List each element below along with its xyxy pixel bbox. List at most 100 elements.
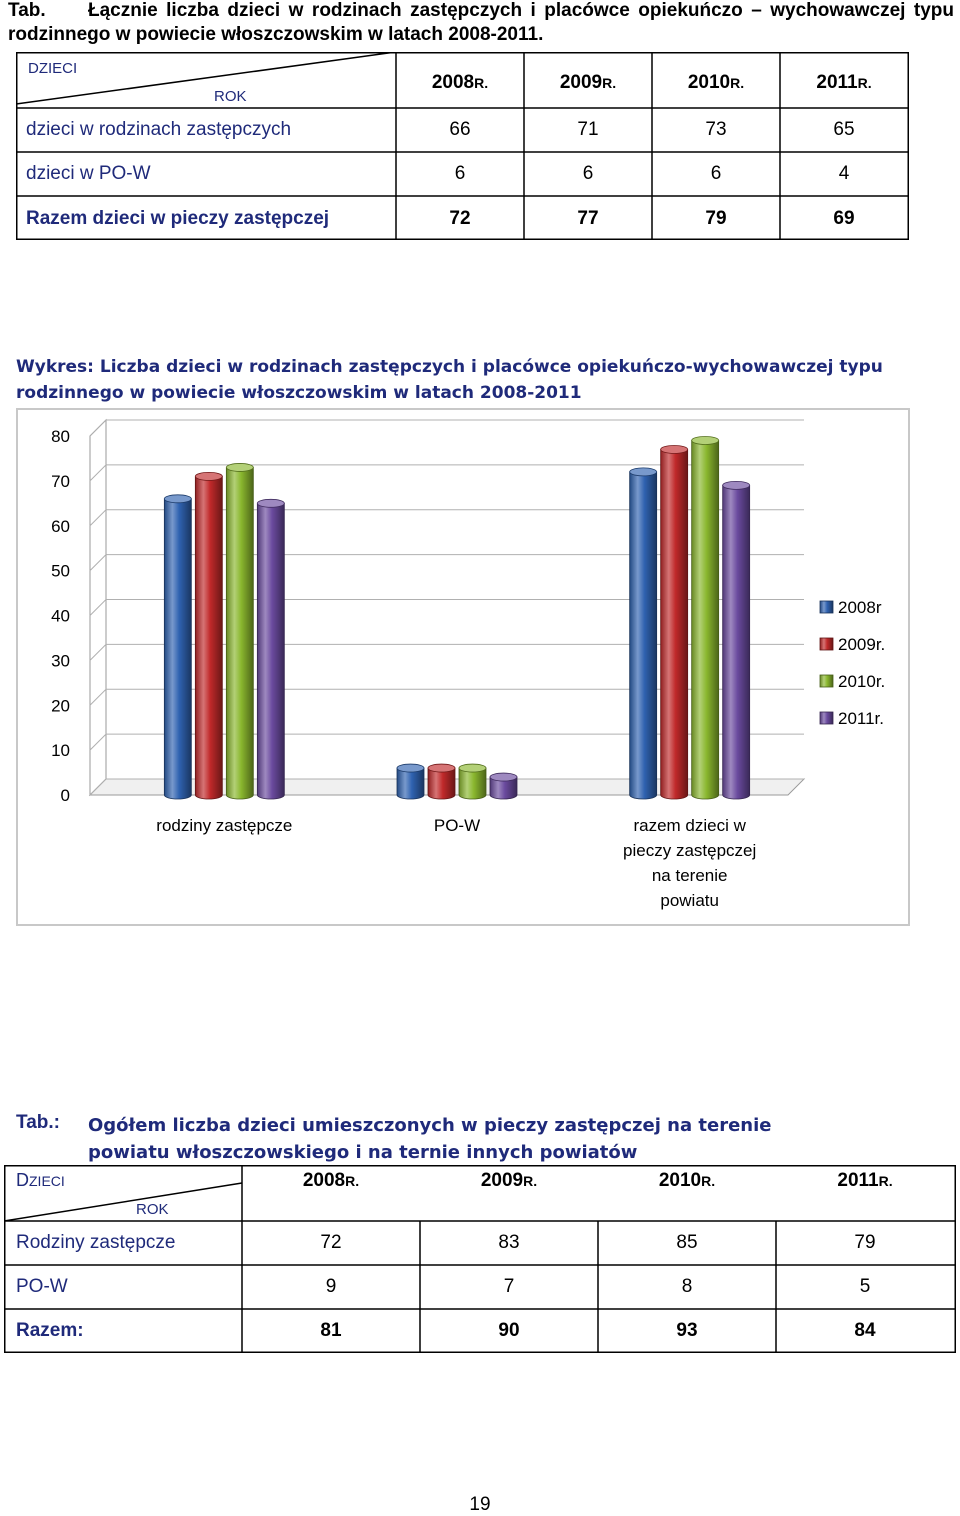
x-category-label: PO-W [434, 816, 480, 835]
table2-cell: 85 [676, 1232, 698, 1253]
table1-cell: 79 [705, 208, 727, 229]
bar-top [225, 463, 254, 472]
legend-entry: 2011r. [838, 709, 884, 728]
table2-cell: 90 [498, 1320, 520, 1341]
table1-year-2011: 2011R. [816, 72, 872, 93]
bar [691, 440, 720, 800]
y-tick-label: 60 [51, 517, 70, 536]
gridline [89, 778, 804, 796]
table1-header-rok: ROK [214, 88, 247, 105]
gridline [89, 733, 804, 751]
bar [163, 498, 192, 800]
table1-cell: 66 [449, 119, 471, 140]
table1-cell: 4 [838, 163, 850, 184]
table2-cell: 83 [498, 1232, 520, 1253]
table1-year-2009: 2009R. [559, 72, 617, 93]
table2-row-label: Razem: [16, 1320, 84, 1341]
bar [396, 767, 425, 800]
table2-year-2009: 2009R. [480, 1170, 538, 1191]
table2-cell: 7 [503, 1276, 515, 1297]
table1-cell: 69 [833, 208, 855, 229]
bar [194, 475, 223, 800]
y-tick-label: 40 [51, 607, 70, 626]
page-number: 19 [469, 1494, 491, 1515]
gridline [89, 599, 804, 616]
chart-container: 0 10 20 30 40 50 60 70 80 rodziny zastępcze PO-W ra… [16, 408, 910, 926]
table1-cell: 72 [449, 208, 471, 229]
bar [256, 502, 285, 800]
x-category-label: na terenie [652, 866, 728, 885]
bar-top [396, 763, 425, 773]
gridline [89, 688, 804, 706]
table2-row-label: Rodziny zastępcze [16, 1232, 176, 1253]
y-tick-label: 50 [51, 562, 70, 581]
bar [489, 776, 518, 800]
chart-title: Wykres: Liczba dzieci w rodzinach zastęp… [16, 357, 883, 403]
bar [660, 449, 689, 800]
table1-cell: 65 [833, 119, 855, 140]
table1-year-2010: 2010R. [687, 72, 745, 93]
table1-grid [16, 52, 909, 240]
y-tick-label: 10 [51, 741, 70, 760]
table2-cell: 84 [854, 1320, 876, 1341]
bar-top [722, 480, 751, 490]
table2-cell: 9 [325, 1276, 337, 1297]
table2-row-label: PO-W [16, 1276, 68, 1297]
legend-swatch [819, 711, 834, 725]
legend-entry: 2008r [838, 598, 882, 617]
table1-header-dzieci: DZIECI [28, 60, 78, 77]
table1-title-line2: rodzinnego w powiecie włoszczowskim w la… [8, 24, 544, 45]
table1-cell: 6 [454, 163, 466, 184]
table1-row-label: dzieci w PO-W [26, 163, 151, 184]
table2-cell: 93 [676, 1320, 698, 1341]
table2-label: Tab.: [16, 1112, 60, 1133]
bar-top [660, 445, 689, 454]
gridline [89, 509, 804, 527]
table1-cell: 6 [710, 163, 722, 184]
table1-label: Tab. [8, 0, 46, 21]
y-tick-label: 20 [51, 696, 70, 715]
legend-swatch [819, 600, 834, 614]
bar [629, 471, 658, 800]
table2-year-2011: 2011R. [837, 1170, 893, 1191]
bar-top [194, 471, 223, 481]
x-category-label: powiatu [660, 891, 719, 910]
table1-cell: 73 [705, 119, 727, 140]
y-tick-label: 70 [51, 472, 70, 491]
bar-top [458, 763, 487, 773]
bar [427, 767, 456, 800]
table1-cell: 6 [582, 163, 594, 184]
table1-title-line1: Łącznie liczba dzieci w rodzinach zastęp… [88, 0, 954, 21]
bar [225, 467, 254, 800]
x-category-label: pieczy zastępczej [623, 841, 756, 860]
bar-top [427, 763, 456, 773]
table1: DZIECI ROK 2008R. 2009R. 2010R. 2011R. d… [16, 52, 909, 240]
table2-year-2008: 2008R. [302, 1170, 360, 1191]
table1-row-label: Razem dzieci w pieczy zastępczej [26, 208, 330, 229]
table2-cell: 81 [320, 1320, 342, 1341]
legend-swatch [819, 674, 834, 688]
gridline [89, 643, 804, 661]
table2-header-rok: ROK [136, 1201, 169, 1218]
y-tick-label: 30 [51, 651, 70, 670]
table2-header-dzieci: DZIECI [16, 1170, 65, 1190]
table2-grid [4, 1165, 956, 1353]
table2-cell: 5 [859, 1276, 871, 1297]
bar-top [691, 436, 720, 445]
gridline [89, 419, 804, 437]
y-tick-label: 0 [61, 786, 70, 805]
legend-entry: 2009r. [838, 635, 885, 654]
table2-title: Ogółem liczba dzieci umieszczonych w pie… [88, 1115, 772, 1163]
bar-top [163, 494, 192, 504]
bar-top [489, 772, 518, 782]
y-tick-label: 80 [51, 427, 70, 446]
table1-cell: 77 [577, 208, 599, 229]
table1-row-label: dzieci w rodzinach zastępczych [26, 119, 292, 140]
legend-swatch [819, 637, 834, 651]
x-category-label: rodziny zastępcze [156, 816, 292, 835]
table1-cell: 71 [577, 119, 599, 140]
bar-top [256, 498, 285, 508]
gridline [89, 464, 804, 482]
gridline [89, 554, 804, 571]
table1-year-2008: 2008R. [431, 72, 489, 93]
